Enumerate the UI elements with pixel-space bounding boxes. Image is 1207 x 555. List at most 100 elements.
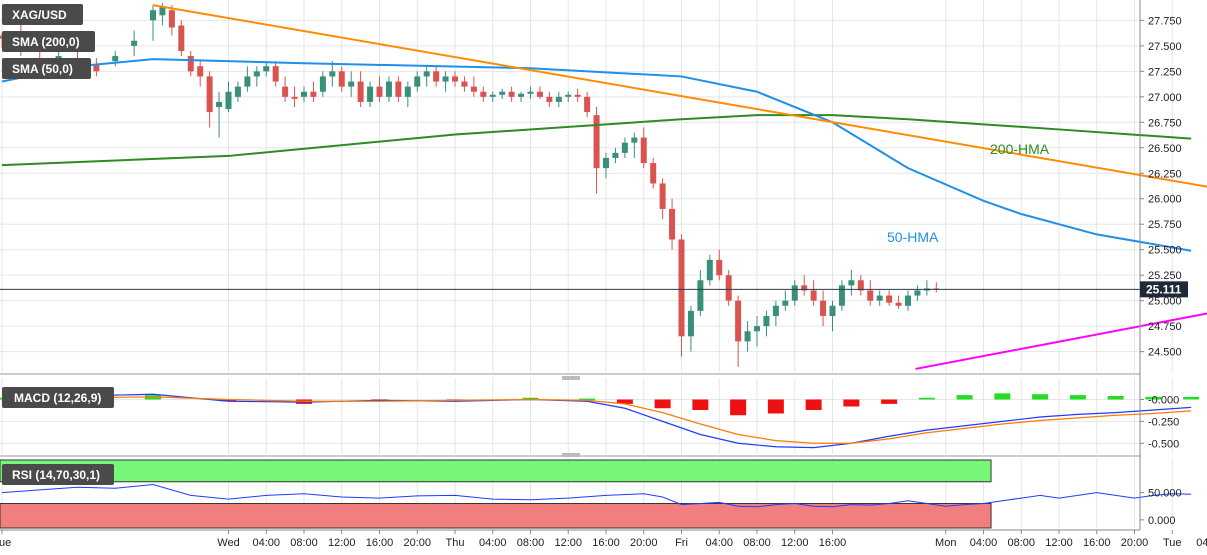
candle (555, 91, 562, 108)
rsi-splitter-handle[interactable] (562, 453, 580, 457)
macd-splitter-handle[interactable] (562, 376, 580, 380)
candle (546, 91, 553, 108)
x-tick-label: Tue (0, 537, 11, 549)
candle (178, 20, 185, 57)
candle (584, 91, 591, 118)
candle (631, 132, 638, 158)
candle (168, 5, 175, 36)
legend-sma-50-label: SMA (50,0) (12, 62, 73, 76)
candle (782, 290, 789, 311)
candle (272, 61, 279, 87)
macd-bar (805, 399, 822, 410)
candle (301, 86, 307, 102)
x-tick-label: 08:00 (743, 537, 771, 549)
legend-sma-200[interactable]: SMA (200,0) (2, 31, 95, 52)
candle (508, 86, 515, 102)
macd-bar (730, 399, 747, 416)
macd-axis: -0.000 -0.250 -0.500 (1140, 395, 1179, 450)
candle (574, 88, 581, 102)
line-uptrend (915, 312, 1207, 370)
candle (206, 71, 213, 128)
y-tick-label: 26.500 (1148, 143, 1182, 155)
macd-bar (1183, 396, 1200, 400)
candle (244, 66, 251, 92)
y-tick-label: 25.000 (1148, 296, 1182, 308)
y-tick-label: 27.500 (1148, 41, 1182, 53)
y-tick-label: 50.000 (1148, 488, 1182, 500)
x-tick-label: Fri (675, 537, 688, 549)
y-tick-label: -0.000 (1148, 395, 1179, 407)
x-tick-label: Mon (935, 537, 956, 549)
candle (414, 71, 421, 92)
x-tick-label: 16:00 (366, 537, 394, 549)
candle (282, 76, 289, 102)
x-tick-label: 20:00 (1121, 537, 1149, 549)
candle (395, 76, 402, 102)
candle (820, 290, 827, 327)
candle (593, 107, 600, 194)
candle (876, 290, 883, 306)
candle (216, 91, 223, 138)
macd-line-signal (1, 396, 1192, 444)
candle (669, 198, 676, 250)
candle (452, 71, 458, 87)
macd-bar (1107, 396, 1124, 400)
candle (640, 127, 647, 169)
rsi-overbought-zone (0, 459, 992, 483)
candle (697, 270, 704, 316)
x-tick-label: 04:00 (705, 537, 733, 549)
candle (536, 86, 543, 99)
price-axis: 27.750 27.500 27.250 27.000 26.750 26.500 26.2… (1140, 15, 1182, 359)
x-tick-label: Wed (217, 537, 239, 549)
candle (716, 249, 723, 281)
candle (150, 5, 156, 41)
macd-bar (1069, 395, 1086, 400)
candle (489, 91, 496, 102)
candle (404, 81, 411, 108)
candle (905, 290, 911, 311)
candle (754, 315, 760, 347)
legend-rsi[interactable]: RSI (14,70,30,1) (2, 464, 114, 485)
candle (253, 66, 260, 87)
candle (687, 305, 694, 352)
candle (848, 270, 855, 296)
y-tick-label: 27.000 (1148, 92, 1182, 104)
candle (112, 50, 119, 67)
candle (612, 147, 619, 164)
legend-rsi-label: RSI (14,70,30,1) (12, 468, 100, 482)
candle (291, 86, 298, 108)
legend-macd[interactable]: MACD (12,26,9) (2, 387, 114, 408)
macd-bar (220, 399, 237, 402)
candle (329, 61, 336, 87)
x-tick-label: 20:00 (403, 537, 431, 549)
candle (763, 310, 770, 337)
macd-bar (1032, 394, 1049, 400)
candle (791, 280, 798, 306)
y-tick-label: 24.500 (1148, 347, 1182, 359)
candle (480, 86, 487, 102)
y-tick-label: -0.500 (1148, 438, 1179, 450)
candle (423, 66, 430, 87)
x-tick-label: 12:00 (328, 537, 356, 549)
macd-bar (881, 399, 898, 404)
price-lines (0, 4, 1207, 370)
legend-symbol-label: XAG/USD (12, 8, 67, 22)
x-tick-label: 08:00 (1007, 537, 1035, 549)
candle (234, 81, 241, 102)
y-tick-label: 26.250 (1148, 168, 1182, 180)
y-tick-label: 25.500 (1148, 245, 1182, 257)
x-tick-label: 12:00 (781, 537, 809, 549)
legend-sma-50[interactable]: SMA (50,0) (2, 58, 91, 79)
y-tick-label: 25.250 (1148, 270, 1182, 282)
candle (914, 285, 921, 301)
candle (310, 81, 317, 102)
y-tick-label: 24.750 (1148, 321, 1182, 333)
y-tick-label: 26.750 (1148, 117, 1182, 129)
candle (527, 86, 534, 99)
y-tick-label: 0.000 (1148, 515, 1176, 527)
legend-symbol[interactable]: XAG/USD (2, 4, 83, 25)
candle (857, 275, 864, 296)
candle (565, 91, 572, 102)
x-tick-label: 08:00 (290, 537, 318, 549)
